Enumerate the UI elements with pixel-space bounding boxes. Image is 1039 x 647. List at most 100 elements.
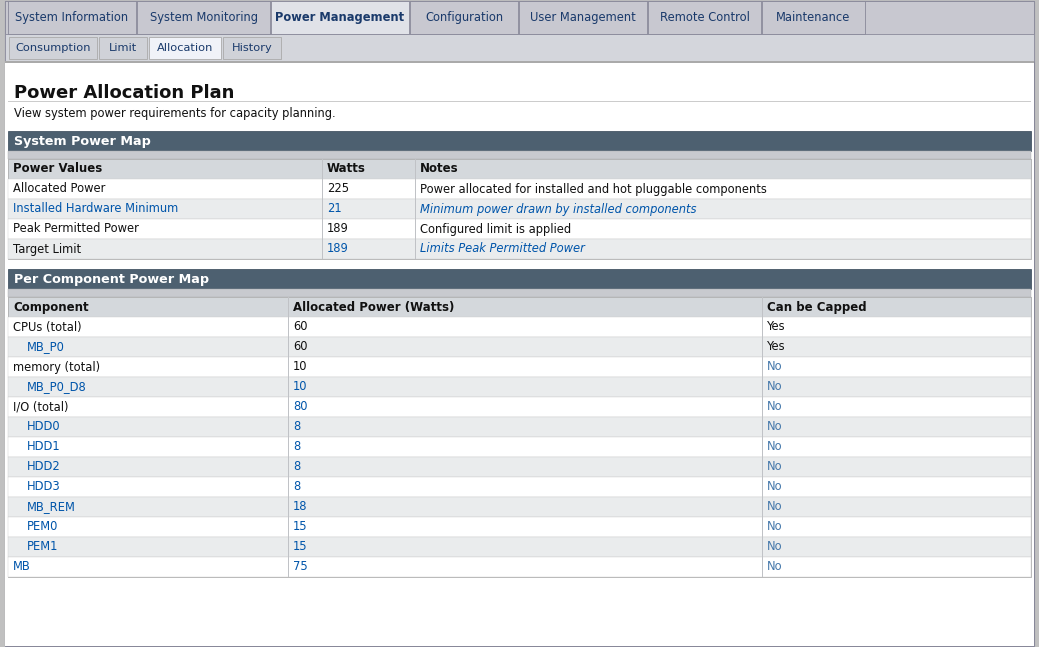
Text: 18: 18 — [293, 501, 308, 514]
Text: No: No — [767, 360, 782, 373]
Bar — [8, 199, 1031, 219]
Text: Limits Peak Permitted Power: Limits Peak Permitted Power — [420, 243, 585, 256]
Text: Allocated Power (Watts): Allocated Power (Watts) — [293, 300, 454, 314]
Bar — [5, 1, 1034, 34]
Bar — [8, 297, 1031, 577]
Text: Component: Component — [14, 300, 88, 314]
Text: Target Limit: Target Limit — [14, 243, 81, 256]
Text: Configured limit is applied: Configured limit is applied — [420, 223, 571, 236]
Text: 15: 15 — [293, 540, 308, 553]
Text: Watts: Watts — [327, 162, 366, 175]
Bar — [8, 537, 1031, 557]
Bar — [8, 477, 1031, 497]
Text: 75: 75 — [293, 560, 308, 573]
Text: 189: 189 — [327, 223, 349, 236]
Bar — [5, 61, 1034, 63]
Text: No: No — [767, 461, 782, 474]
Text: Power Values: Power Values — [14, 162, 102, 175]
Bar — [99, 37, 146, 59]
Text: 60: 60 — [293, 340, 308, 353]
Text: CPUs (total): CPUs (total) — [14, 320, 82, 333]
Text: 10: 10 — [293, 380, 308, 393]
Text: Minimum power drawn by installed components: Minimum power drawn by installed compone… — [420, 203, 696, 215]
Text: Power allocated for installed and hot pluggable components: Power allocated for installed and hot pl… — [420, 182, 767, 195]
Text: 8: 8 — [293, 421, 300, 433]
Text: 8: 8 — [293, 481, 300, 494]
Text: Configuration: Configuration — [425, 11, 503, 24]
Text: 15: 15 — [293, 520, 308, 534]
Bar — [520, 1, 647, 34]
Bar — [8, 131, 1031, 151]
Text: Limit: Limit — [109, 43, 137, 53]
Bar — [8, 317, 1031, 337]
Text: No: No — [767, 400, 782, 413]
Text: 8: 8 — [293, 441, 300, 454]
Text: HDD1: HDD1 — [27, 441, 60, 454]
Text: System Monitoring: System Monitoring — [150, 11, 258, 24]
Text: Allocated Power: Allocated Power — [14, 182, 105, 195]
Text: I/O (total): I/O (total) — [14, 400, 69, 413]
Text: 8: 8 — [293, 461, 300, 474]
Bar — [8, 297, 1031, 317]
Bar — [8, 159, 1031, 259]
Text: Maintenance: Maintenance — [776, 11, 851, 24]
Text: MB_REM: MB_REM — [27, 501, 76, 514]
Bar — [8, 417, 1031, 437]
Text: Per Component Power Map: Per Component Power Map — [14, 272, 209, 285]
Text: PEM0: PEM0 — [27, 520, 58, 534]
Bar — [137, 1, 270, 34]
Text: No: No — [767, 540, 782, 553]
Bar — [8, 357, 1031, 377]
Bar — [8, 437, 1031, 457]
Bar — [8, 337, 1031, 357]
Text: Consumption: Consumption — [16, 43, 90, 53]
Text: No: No — [767, 520, 782, 534]
Text: 10: 10 — [293, 360, 308, 373]
Text: View system power requirements for capacity planning.: View system power requirements for capac… — [14, 107, 336, 120]
Bar — [8, 101, 1031, 102]
Text: Yes: Yes — [767, 340, 785, 353]
Text: No: No — [767, 421, 782, 433]
Text: 80: 80 — [293, 400, 308, 413]
Text: MB: MB — [14, 560, 31, 573]
Bar — [9, 37, 97, 59]
Text: System Power Map: System Power Map — [14, 135, 151, 148]
Bar — [8, 151, 1031, 159]
Text: HDD2: HDD2 — [27, 461, 60, 474]
Bar — [149, 37, 221, 59]
Text: MB_P0_D8: MB_P0_D8 — [27, 380, 86, 393]
Bar — [223, 37, 281, 59]
Bar — [8, 497, 1031, 517]
Bar — [8, 397, 1031, 417]
Text: Allocation: Allocation — [157, 43, 213, 53]
Text: PEM1: PEM1 — [27, 540, 58, 553]
Text: Yes: Yes — [767, 320, 785, 333]
Text: Installed Hardware Minimum: Installed Hardware Minimum — [14, 203, 179, 215]
Text: No: No — [767, 481, 782, 494]
Text: Remote Control: Remote Control — [660, 11, 749, 24]
Text: 21: 21 — [327, 203, 342, 215]
Bar — [762, 1, 865, 34]
Text: User Management: User Management — [530, 11, 636, 24]
Bar — [8, 289, 1031, 297]
Bar — [8, 557, 1031, 577]
Text: History: History — [232, 43, 272, 53]
Text: Power Allocation Plan: Power Allocation Plan — [14, 84, 235, 102]
Text: HDD0: HDD0 — [27, 421, 60, 433]
Text: Peak Permitted Power: Peak Permitted Power — [14, 223, 139, 236]
Bar — [8, 269, 1031, 289]
Bar — [8, 517, 1031, 537]
Bar — [648, 1, 761, 34]
Text: No: No — [767, 501, 782, 514]
Text: memory (total): memory (total) — [14, 360, 100, 373]
Text: Notes: Notes — [420, 162, 458, 175]
Text: No: No — [767, 441, 782, 454]
Bar — [8, 239, 1031, 259]
Bar — [8, 457, 1031, 477]
Text: HDD3: HDD3 — [27, 481, 60, 494]
Text: Power Management: Power Management — [275, 11, 404, 24]
Bar — [271, 1, 409, 34]
Text: 60: 60 — [293, 320, 308, 333]
Text: No: No — [767, 380, 782, 393]
Bar — [8, 377, 1031, 397]
